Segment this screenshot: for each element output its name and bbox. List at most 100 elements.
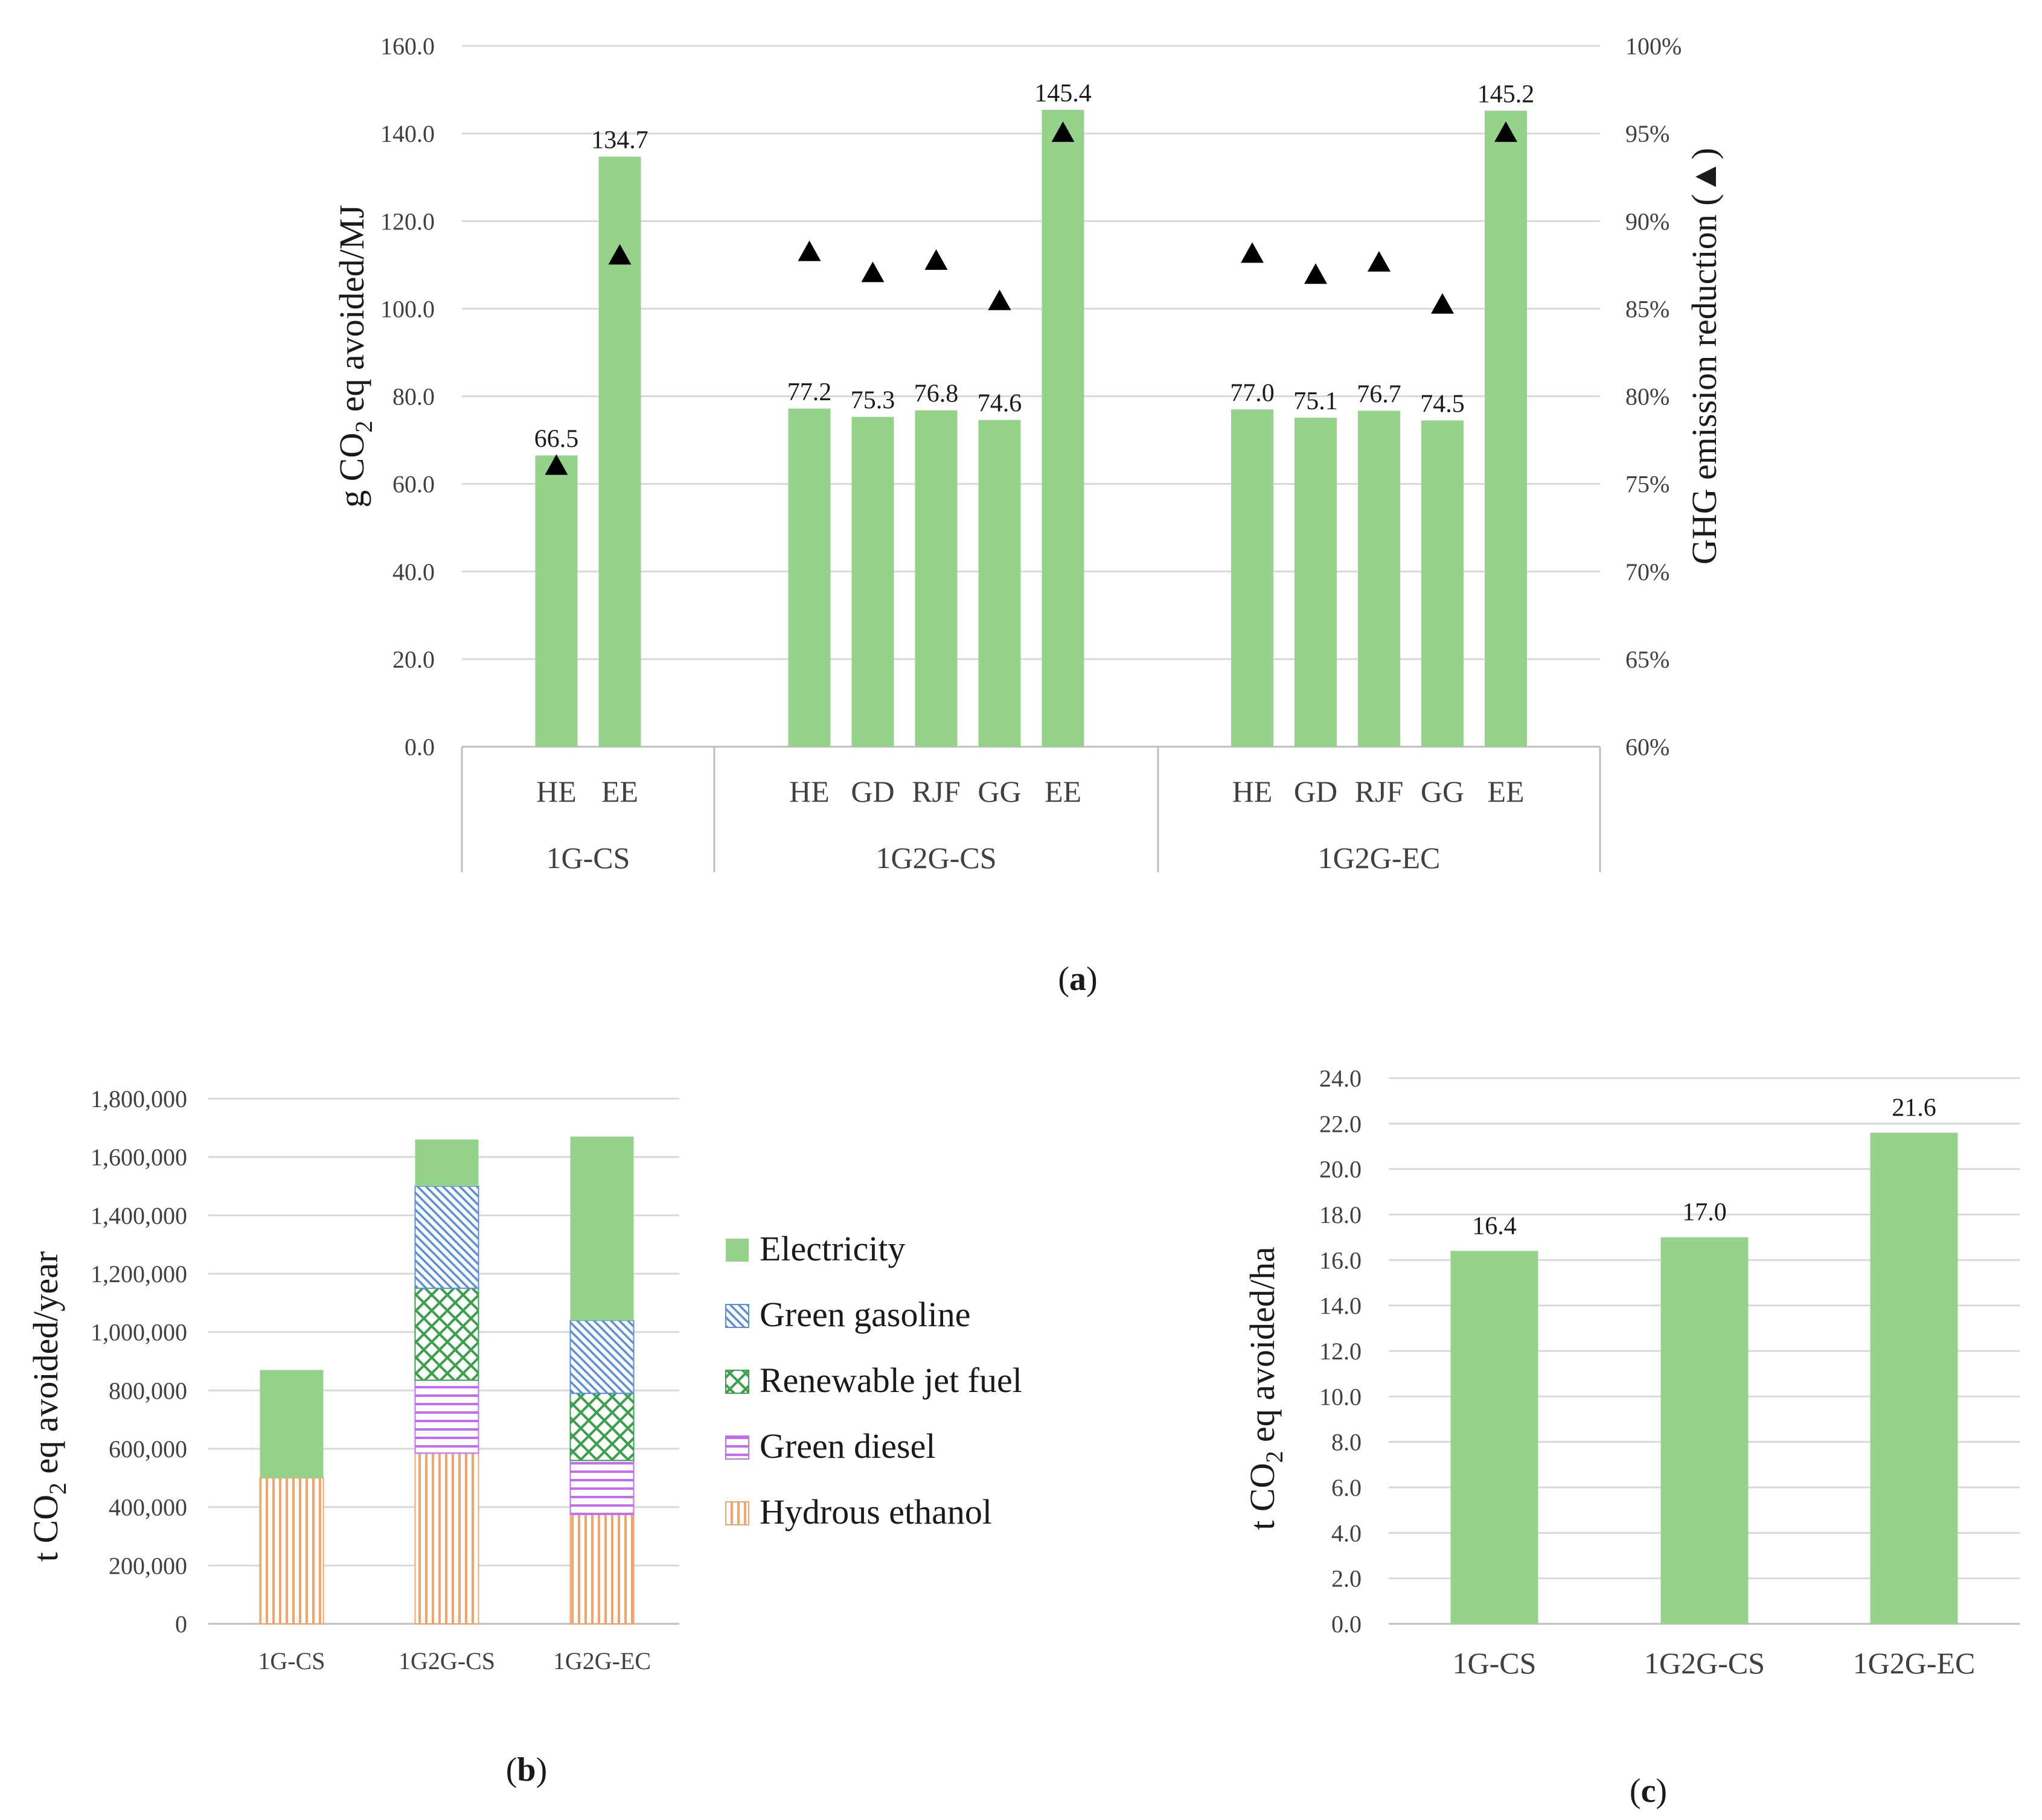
chart-a-ytick: 100.0: [380, 295, 435, 322]
chart-a-marker: [545, 454, 568, 475]
chart-a-category-label: GG: [978, 774, 1021, 808]
chart-b-legend-swatch: [725, 1435, 749, 1460]
chart-c-category-label: 1G-CS: [1453, 1646, 1537, 1680]
chart-c-data-label: 16.4: [1472, 1212, 1517, 1240]
chart-c-bar: [1870, 1132, 1958, 1624]
chart-a-bar: [1421, 420, 1464, 747]
panel-label-a: (a): [1058, 960, 1097, 998]
chart-a-group-label: 1G-CS: [546, 841, 630, 875]
chart-a-bar: [915, 410, 958, 747]
chart-b-legend-swatch: [725, 1501, 749, 1525]
chart-a-marker: [1494, 121, 1517, 142]
chart-b-legend-swatch: [726, 1239, 749, 1262]
chart-c-ytick: 14.0: [1319, 1292, 1362, 1320]
chart-b-bar-segment: [570, 1136, 634, 1321]
chart-a-marker: [1241, 242, 1264, 263]
chart-a-y2tick: 100%: [1625, 33, 1682, 60]
chart-a-category-label: HE: [789, 774, 830, 808]
chart-c-y-axis-title: t CO2 eq avoided/ha: [1243, 1247, 1288, 1530]
chart-a-bar: [1231, 409, 1273, 747]
chart-a-category-label: EE: [601, 774, 638, 808]
chart-a-data-label: 75.3: [851, 387, 895, 415]
chart-c-ytick: 22.0: [1319, 1110, 1362, 1137]
chart-a-gridlines: [462, 45, 1600, 748]
chart-a-category-label: EE: [1487, 774, 1524, 808]
chart-a-group-label: 1G2G-EC: [1318, 841, 1441, 875]
chart-b-bar-segment: [414, 1288, 479, 1381]
chart-b-bar-segment: [569, 1513, 635, 1624]
chart-a-ytick: 20.0: [392, 646, 435, 673]
chart-b-legend-label: Hydrous ethanol: [760, 1492, 992, 1531]
chart-c-ytick: 6.0: [1331, 1474, 1362, 1501]
chart-b-category-label: 1G2G-CS: [398, 1647, 495, 1675]
chart-b-ytick: 1,000,000: [91, 1319, 187, 1346]
chart-c-ytick: 0.0: [1331, 1611, 1362, 1638]
chart-b-ytick: 0: [175, 1611, 187, 1638]
chart-c-category-label: 1G2G-EC: [1853, 1646, 1976, 1680]
chart-b-ytick: 800,000: [109, 1377, 187, 1404]
chart-a-y2tick: 75%: [1625, 471, 1669, 498]
chart-b-ytick: 200,000: [109, 1552, 187, 1579]
chart-a-bar: [1295, 418, 1337, 747]
chart-a-category-label: EE: [1045, 774, 1081, 808]
chart-a: 0.0 20.0 40.0 60.0 80.0 100.0 120.0 140.0 160.0 6…: [332, 33, 1724, 998]
chart-b-ytick: 1,400,000: [91, 1202, 187, 1229]
chart-a-data-label: 134.7: [591, 127, 648, 155]
chart-b-ytick: 1,800,000: [91, 1085, 187, 1113]
chart-a-category-label: GD: [851, 774, 894, 808]
chart-b-bar-segment: [569, 1320, 635, 1394]
chart-a-markers: [545, 121, 1517, 475]
chart-a-data-label: 145.2: [1477, 80, 1535, 108]
chart-c-ytick: 18.0: [1319, 1201, 1362, 1228]
chart-b-ytick: 400,000: [109, 1494, 187, 1521]
chart-a-marker: [988, 289, 1011, 310]
chart-a-category-label: RJF: [1355, 774, 1404, 808]
chart-b-ytick: 1,600,000: [91, 1144, 187, 1171]
chart-b-bars: [259, 1136, 635, 1624]
chart-c-ytick: 24.0: [1319, 1065, 1362, 1092]
chart-b-bar-segment: [259, 1477, 324, 1624]
chart-a-bars: [535, 109, 1527, 747]
chart-a-marker: [608, 244, 632, 265]
chart-a-data-label: 77.2: [787, 378, 832, 406]
chart-a-ytick: 120.0: [380, 208, 435, 235]
chart-c-ytick: 4.0: [1331, 1519, 1362, 1547]
chart-a-data-label: 77.0: [1230, 379, 1275, 407]
chart-c-labels: 0.0 2.0 4.0 6.0 8.0 10.0 12.0 14.0 16.0 18.0 20.0 2…: [1319, 1065, 1975, 1680]
panel-label-b: (b): [506, 1751, 547, 1789]
chart-a-category-label: GG: [1421, 774, 1464, 808]
chart-a-marker: [1051, 121, 1075, 142]
chart-a-y2tick: 85%: [1625, 295, 1669, 322]
chart-a-y2tick: 80%: [1625, 383, 1669, 410]
chart-b-legend-swatch: [725, 1370, 749, 1394]
chart-a-category-label: HE: [1232, 774, 1273, 808]
chart-c-ytick: 12.0: [1319, 1338, 1362, 1365]
chart-a-ytick: 160.0: [380, 33, 435, 60]
chart-b-bar-segment: [260, 1370, 324, 1478]
chart-a-labels: 0.0 20.0 40.0 60.0 80.0 100.0 120.0 140.0 160.0 6…: [380, 33, 1682, 875]
chart-b: 0 200,000 400,000 600,000 800,000 1,000,000 1,…: [26, 1085, 1022, 1789]
chart-b-bar-segment: [569, 1393, 635, 1461]
chart-b-bar-segment: [414, 1186, 479, 1289]
chart-a-bar: [978, 420, 1021, 747]
chart-c-category-label: 1G2G-CS: [1644, 1646, 1765, 1680]
chart-a-bar: [1358, 410, 1400, 747]
chart-b-labels: 0 200,000 400,000 600,000 800,000 1,000,000 1,…: [91, 1085, 651, 1675]
chart-a-ytick: 40.0: [392, 558, 435, 586]
chart-a-ytick: 60.0: [392, 471, 435, 498]
chart-a-y2tick: 60%: [1625, 733, 1669, 761]
chart-a-bar: [851, 417, 894, 747]
chart-b-legend-label: Green gasoline: [760, 1295, 970, 1334]
chart-a-bar: [1485, 110, 1527, 747]
chart-a-data-label: 74.6: [978, 390, 1022, 418]
chart-c-ytick: 8.0: [1331, 1429, 1362, 1456]
chart-c: 0.0 2.0 4.0 6.0 8.0 10.0 12.0 14.0 16.0 18.0 20.0 2…: [1243, 1065, 2020, 1810]
chart-a-marker: [1304, 263, 1327, 284]
chart-b-bar-segment: [414, 1452, 479, 1624]
chart-b-legend-swatch: [725, 1304, 749, 1328]
chart-a-bar: [788, 408, 831, 747]
chart-a-data-label: 66.5: [534, 425, 579, 453]
chart-b-legend-label: Renewable jet fuel: [760, 1361, 1022, 1400]
chart-a-category-label: RJF: [912, 774, 961, 808]
chart-b-bar-segment: [569, 1460, 635, 1515]
